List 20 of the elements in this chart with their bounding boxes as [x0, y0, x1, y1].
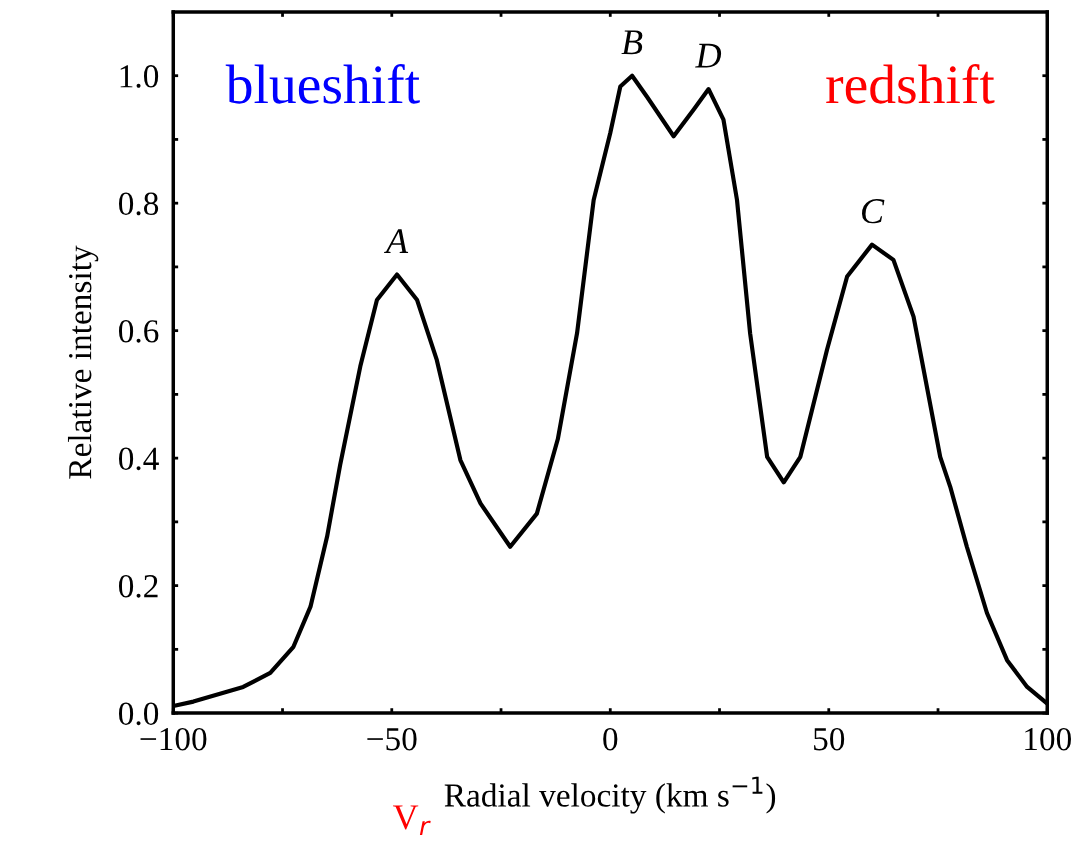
y-tick-label: 0.8	[119, 192, 159, 216]
y-tick-label: 1.0	[120, 65, 159, 88]
y-tick-label: 0.0	[119, 702, 159, 726]
annotation: D	[695, 43, 722, 68]
x-tick-label: 0	[603, 727, 618, 751]
x-tick-label: 50	[814, 727, 845, 751]
y-axis-title: Relative intensity	[67, 245, 99, 479]
y-tick-label: 0.6	[119, 320, 159, 343]
annotation: C	[861, 199, 885, 224]
x-tick-label: −100	[140, 727, 207, 751]
y-tick-label: 0.2	[119, 575, 158, 598]
x-tick-label: −50	[367, 727, 417, 751]
text: V$_{r}$	[392, 805, 431, 835]
y-tick-label: 0.4	[119, 447, 159, 471]
annotation: redshift	[826, 63, 995, 104]
annotation: A	[384, 229, 409, 253]
annotation: B	[621, 30, 643, 55]
x-tick-label: 100	[1025, 727, 1071, 751]
annotation: blueshift	[225, 63, 420, 104]
x-axis-title: Radial velocity (km s$^{−1}$)	[444, 776, 776, 814]
